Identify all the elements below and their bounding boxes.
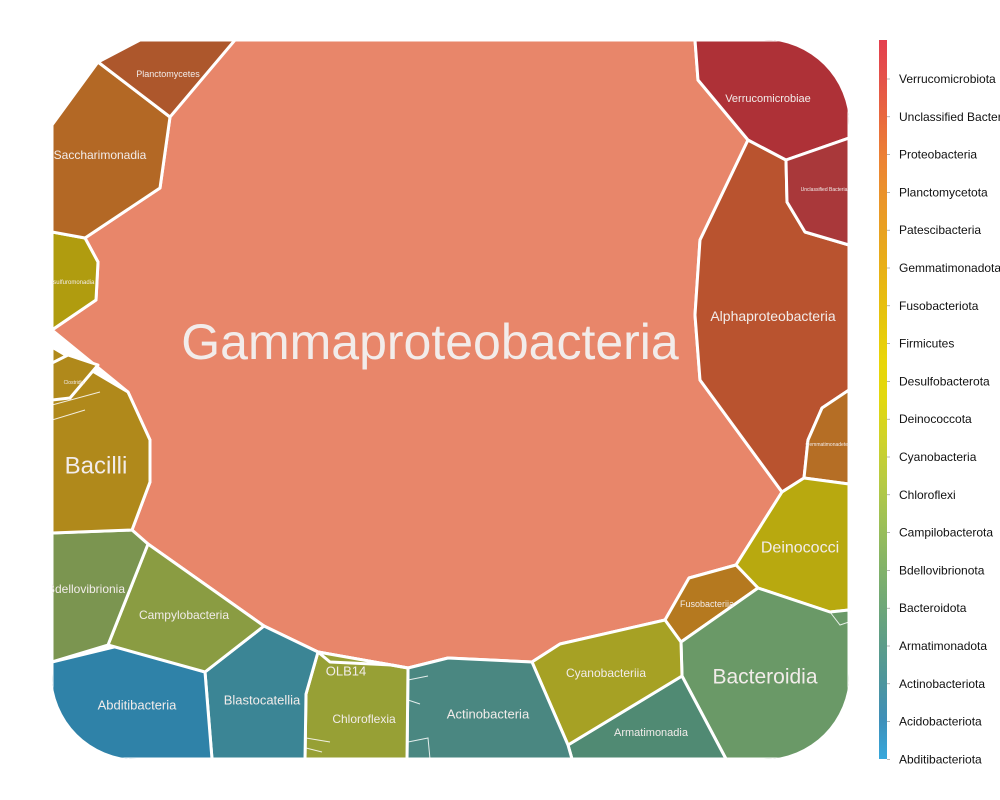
cell-label-actinobacteria: Actinobacteria bbox=[447, 707, 530, 722]
cell-label-fusobacteriia: Fusobacteriia bbox=[680, 599, 734, 609]
legend-label-patescibacteria: Patescibacteria bbox=[899, 223, 981, 237]
legend-label-armatimonadota: Armatimonadota bbox=[899, 639, 987, 653]
cell-olb14 bbox=[316, 650, 410, 670]
subcell-divider-5 bbox=[407, 675, 429, 681]
legend-label-actinobacteriota: Actinobacteriota bbox=[899, 677, 985, 691]
cell-gemmatimonadetes bbox=[802, 388, 849, 486]
cell-label-deinococci: Deinococci bbox=[761, 540, 839, 557]
cell-label-verrucomicrobiae: Verrucomicrobiae bbox=[725, 93, 811, 105]
cell-abditibacteria bbox=[52, 644, 214, 759]
subcell-divider-7 bbox=[407, 699, 421, 705]
legend-label-campilobacterota: Campilobacterota bbox=[899, 526, 993, 540]
legend-label-chloroflexi: Chloroflexi bbox=[899, 488, 956, 502]
cell-label-campylobacteria: Campylobacteria bbox=[139, 608, 229, 622]
legend-label-fusobacteriota: Fusobacteriota bbox=[899, 299, 979, 313]
legend-label-desulfobacterota: Desulfobacterota bbox=[899, 374, 990, 388]
cell-label-planctomycetes: Planctomycetes bbox=[136, 69, 200, 79]
legend-color-bar bbox=[879, 40, 887, 759]
cell-label-alphaproteobacteria: Alphaproteobacteria bbox=[710, 308, 836, 324]
subcell-divider-2 bbox=[52, 409, 86, 421]
cell-label-unclassified-bacteria: Unclassified Bacteria bbox=[801, 187, 848, 193]
legend-label-unclassified-bacteria: Unclassified Bacteria bbox=[899, 110, 1000, 124]
cell-label-cyanobacteriia: Cyanobacteriia bbox=[566, 666, 646, 680]
cell-label-bacilli: Bacilli bbox=[65, 453, 128, 480]
subcell-divider-6 bbox=[407, 737, 431, 759]
cell-layer bbox=[52, 40, 849, 759]
cell-label-armatimonadia: Armatimonadia bbox=[614, 727, 689, 739]
cell-label-clostridia: Clostridia bbox=[64, 380, 85, 386]
subcell-divider-4 bbox=[305, 747, 323, 753]
cell-label-abditibacteria: Abditibacteria bbox=[98, 698, 178, 713]
cell-clostridia bbox=[52, 353, 100, 402]
cell-label-gemmatimonadetes: Gemmatimonadetes bbox=[805, 442, 851, 448]
cell-bacilli bbox=[52, 345, 152, 535]
cell-label-saccharimonadia: Saccharimonadia bbox=[54, 148, 147, 162]
cell-label-bacteroidia: Bacteroidia bbox=[712, 666, 817, 689]
cell-actinobacteria bbox=[405, 656, 574, 759]
subcell-divider-8 bbox=[829, 611, 849, 626]
legend-label-deinococcota: Deinococcota bbox=[899, 412, 972, 426]
legend-label-acidobacteriota: Acidobacteriota bbox=[899, 715, 982, 729]
legend-label-planctomycetota: Planctomycetota bbox=[899, 185, 988, 199]
cell-label-olb14: OLB14 bbox=[326, 664, 366, 679]
legend-label-bacteroidota: Bacteroidota bbox=[899, 601, 967, 615]
legend-label-firmicutes: Firmicutes bbox=[899, 337, 954, 351]
legend-label-verrucomicrobiota: Verrucomicrobiota bbox=[899, 72, 996, 86]
cell-label-bdellovibrionia: Bdellovibrionia bbox=[47, 582, 125, 596]
legend-label-gemmatimonadota: Gemmatimonadota bbox=[899, 261, 1000, 275]
legend-label-cyanobacteria: Cyanobacteria bbox=[899, 450, 977, 464]
legend-label-bdellovibrionota: Bdellovibrionota bbox=[899, 563, 985, 577]
cell-label-desulfuromonadia: Desulfuromonadia bbox=[46, 280, 95, 286]
cell-label-blastocatellia: Blastocatellia bbox=[224, 693, 301, 708]
label-layer: Gammaproteobacteria Alphaproteobacteria Ve… bbox=[46, 69, 851, 739]
cell-label-chloroflexia: Chloroflexia bbox=[332, 712, 396, 726]
legend: Verrucomicrobiota Unclassified Bacteria Pr… bbox=[879, 40, 1000, 766]
cell-unclassified-bacteria bbox=[784, 136, 849, 247]
legend-label-abditibacteriota: Abditibacteriota bbox=[899, 752, 982, 766]
cell-label-gammaproteobacteria: Gammaproteobacteria bbox=[181, 314, 679, 370]
subcell-divider-1 bbox=[52, 391, 101, 406]
cell-planctomycetes bbox=[96, 40, 237, 119]
legend-label-proteobacteria: Proteobacteria bbox=[899, 148, 977, 162]
subcell-divider-3 bbox=[305, 737, 331, 743]
